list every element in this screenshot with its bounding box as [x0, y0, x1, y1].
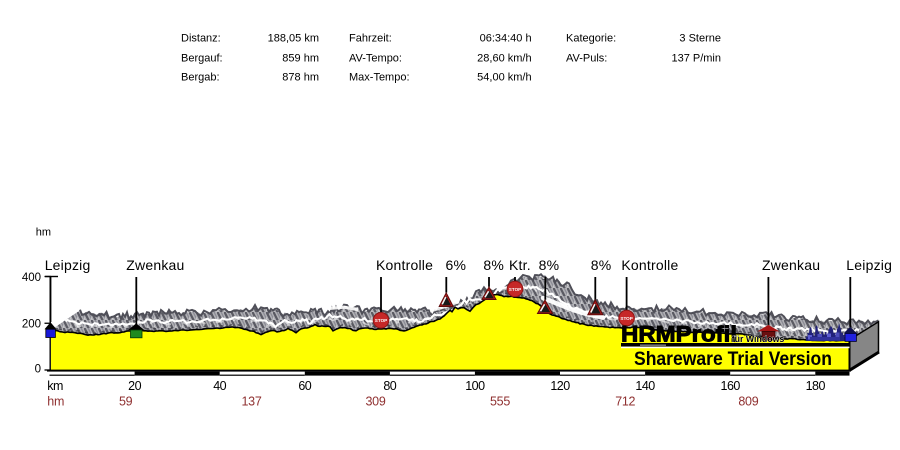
svg-text:40: 40: [213, 379, 226, 393]
svg-text:59: 59: [119, 394, 133, 408]
svg-text:137: 137: [242, 394, 262, 408]
svg-text:60: 60: [298, 379, 311, 393]
svg-text:Zwenkau: Zwenkau: [762, 257, 820, 273]
svg-text:Bergauf:: Bergauf:: [181, 53, 223, 65]
svg-text:137 P/min: 137 P/min: [671, 53, 721, 65]
svg-text:Kontrolle: Kontrolle: [376, 257, 433, 273]
svg-text:STOP: STOP: [509, 287, 521, 292]
svg-text:hm: hm: [36, 226, 51, 238]
svg-text:0: 0: [35, 363, 41, 375]
svg-text:Distanz:: Distanz:: [181, 33, 221, 45]
svg-text:180: 180: [806, 379, 826, 393]
svg-text:8%: 8%: [539, 257, 560, 273]
svg-text:100: 100: [465, 379, 485, 393]
svg-text:für Windows: für Windows: [732, 334, 785, 345]
svg-text:80: 80: [383, 379, 396, 393]
svg-text:28,60 km/h: 28,60 km/h: [477, 53, 531, 65]
svg-text:Bergab:: Bergab:: [181, 72, 220, 84]
svg-text:Max-Tempo:: Max-Tempo:: [349, 72, 410, 84]
svg-text:54,00 km/h: 54,00 km/h: [477, 72, 531, 84]
svg-text:878 hm: 878 hm: [282, 72, 319, 84]
svg-text:Ktr.: Ktr.: [509, 257, 531, 273]
svg-text:Shareware Trial Version: Shareware Trial Version: [634, 348, 832, 370]
svg-text:HRMProfil: HRMProfil: [621, 321, 737, 346]
svg-text:km: km: [47, 379, 63, 393]
svg-text:STOP: STOP: [375, 318, 387, 323]
svg-text:400: 400: [22, 272, 41, 284]
svg-text:120: 120: [550, 379, 570, 393]
svg-text:hm: hm: [47, 394, 64, 408]
svg-text:140: 140: [635, 379, 655, 393]
svg-text:Leipzig: Leipzig: [45, 257, 91, 273]
svg-text:STOP: STOP: [620, 316, 632, 321]
svg-text:188,05 km: 188,05 km: [268, 33, 319, 45]
svg-text:6%: 6%: [446, 257, 467, 273]
svg-text:Leipzig: Leipzig: [846, 257, 892, 273]
svg-text:Kontrolle: Kontrolle: [621, 257, 678, 273]
svg-text:309: 309: [366, 394, 386, 408]
svg-text:Fahrzeit:: Fahrzeit:: [349, 33, 392, 45]
svg-text:8%: 8%: [591, 257, 612, 273]
svg-text:555: 555: [490, 394, 510, 408]
svg-text:20: 20: [128, 379, 141, 393]
svg-text:06:34:40 h: 06:34:40 h: [480, 33, 532, 45]
svg-text:8%: 8%: [483, 257, 504, 273]
svg-text:160: 160: [721, 379, 741, 393]
svg-text:Zwenkau: Zwenkau: [126, 257, 184, 273]
svg-text:200: 200: [22, 318, 41, 330]
svg-text:3 Sterne: 3 Sterne: [679, 33, 721, 45]
svg-text:809: 809: [738, 394, 758, 408]
svg-text:859 hm: 859 hm: [282, 53, 319, 65]
svg-text:AV-Tempo:: AV-Tempo:: [349, 53, 402, 65]
svg-text:712: 712: [615, 394, 635, 408]
svg-text:AV-Puls:: AV-Puls:: [566, 53, 607, 65]
svg-text:Kategorie:: Kategorie:: [566, 33, 616, 45]
